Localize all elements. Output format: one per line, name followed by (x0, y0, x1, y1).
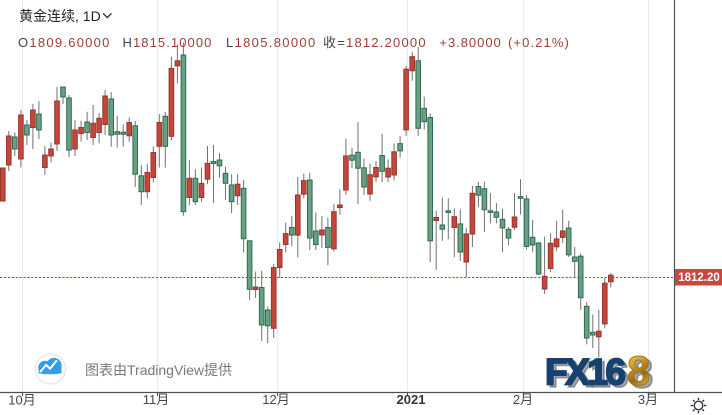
svg-text:黄金连续, 1D: 黄金连续, 1D (19, 8, 101, 24)
svg-text:8: 8 (627, 347, 650, 394)
svg-text:收=1812.20000: 收=1812.20000 (323, 35, 427, 50)
svg-text:(+0.21%): (+0.21%) (508, 35, 570, 50)
svg-text:O1809.60000: O1809.60000 (18, 35, 111, 50)
svg-text:FX16: FX16 (545, 352, 625, 393)
svg-text:FX16: FX16 (548, 354, 628, 395)
svg-text:10月: 10月 (8, 393, 35, 408)
svg-text:2021: 2021 (397, 392, 426, 407)
svg-text:3月: 3月 (638, 392, 658, 407)
svg-text:+3.80000: +3.80000 (439, 35, 501, 50)
svg-text:图表由TradingView提供: 图表由TradingView提供 (85, 362, 232, 378)
svg-text:L1805.80000: L1805.80000 (226, 35, 317, 50)
svg-text:11月: 11月 (143, 392, 170, 407)
svg-text:1812.20: 1812.20 (678, 272, 720, 284)
svg-text:H1815.10000: H1815.10000 (123, 35, 213, 50)
svg-text:8: 8 (630, 349, 653, 396)
svg-text:2月: 2月 (513, 392, 533, 407)
svg-text:12月: 12月 (262, 392, 289, 407)
